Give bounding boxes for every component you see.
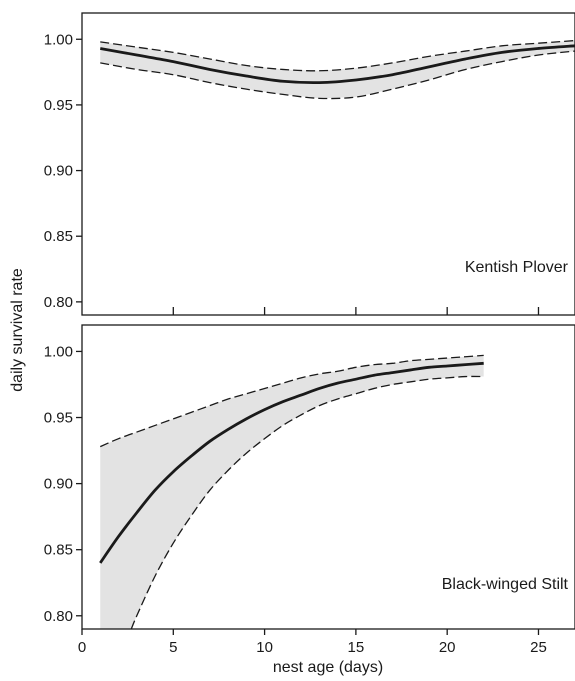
panel-species-label: Kentish Plover bbox=[465, 259, 569, 276]
y-tick-label: 0.80 bbox=[44, 294, 73, 311]
y-tick-label: 0.85 bbox=[44, 542, 73, 559]
y-tick-label: 0.85 bbox=[44, 228, 73, 245]
x-tick-label: 5 bbox=[169, 639, 177, 656]
kentish-plover-panel: 1.00 0.95 0.90 0.85 0.80 Kentish Plover bbox=[44, 12, 575, 316]
estimate-line bbox=[99, 361, 484, 564]
y-tick-label: 1.00 bbox=[44, 343, 73, 360]
plot-frame bbox=[81, 12, 575, 316]
estimate-line bbox=[100, 44, 575, 85]
x-axis-title: nest age (days) bbox=[273, 659, 383, 676]
y-tick-label: 0.95 bbox=[44, 410, 73, 427]
x-tick-label: 0 bbox=[78, 639, 86, 656]
y-tick-label: 0.80 bbox=[44, 608, 73, 625]
y-tick-label: 0.90 bbox=[44, 163, 73, 180]
x-tick-label: 15 bbox=[348, 639, 365, 656]
y-tick-label: 0.90 bbox=[44, 476, 73, 493]
y-axis-title: daily survival rate bbox=[9, 268, 26, 392]
y-tick-label: 1.00 bbox=[44, 31, 73, 48]
x-tick-label: 20 bbox=[439, 639, 456, 656]
upper-ci-line bbox=[100, 354, 484, 448]
confidence-band bbox=[100, 355, 484, 629]
y-tick-label: 0.95 bbox=[44, 97, 73, 114]
lower-ci-line bbox=[130, 375, 484, 629]
plot-frame bbox=[81, 324, 575, 630]
panel-species-label: Black-winged Stilt bbox=[442, 576, 569, 593]
black-winged-stilt-panel: 1.00 0.95 0.90 0.85 0.80 0 5 10 15 20 25 Black-wing… bbox=[44, 324, 575, 656]
x-tick-label: 25 bbox=[530, 639, 547, 656]
lower-ci-line bbox=[100, 50, 575, 100]
upper-ci-line bbox=[100, 39, 575, 72]
x-tick-label: 10 bbox=[256, 639, 273, 656]
